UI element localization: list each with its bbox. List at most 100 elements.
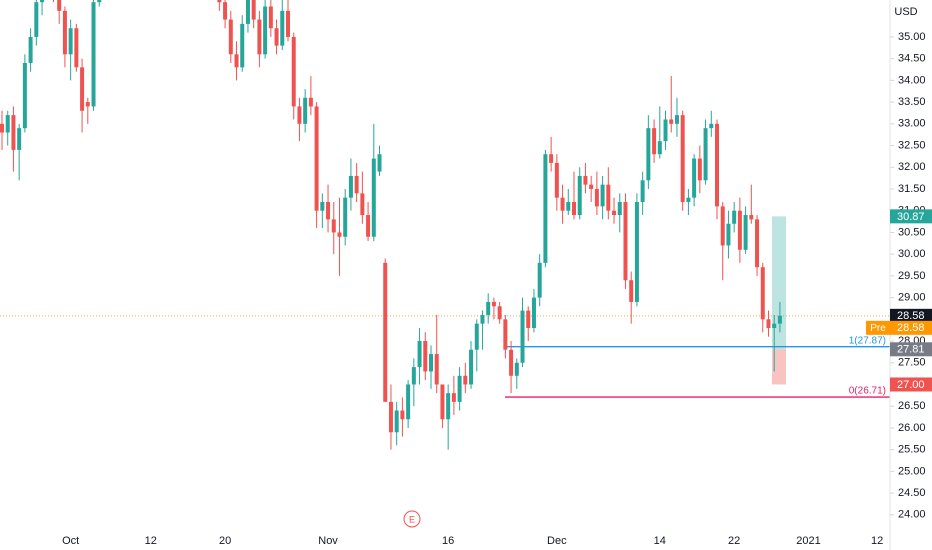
- y-tick-label: 32.00: [898, 161, 926, 173]
- candle-body: [257, 19, 262, 55]
- candle-body: [234, 54, 239, 68]
- position-loss: [772, 349, 786, 385]
- candle-body: [377, 154, 382, 172]
- candle-body: [348, 175, 353, 198]
- candle-body: [62, 10, 67, 55]
- candle-body: [228, 19, 233, 55]
- y-tick-label: 31.50: [898, 183, 926, 195]
- candle-body: [326, 202, 331, 220]
- candle-body: [703, 128, 708, 181]
- candle-body: [360, 193, 365, 216]
- y-tick-label: 26.50: [898, 400, 926, 412]
- candle-body: [732, 210, 737, 224]
- candle-body: [720, 206, 725, 246]
- candle-body: [217, 0, 222, 3]
- candle-body: [440, 384, 445, 420]
- candle-body: [74, 28, 79, 68]
- y-tick-label: 30.50: [898, 226, 926, 238]
- candle-body: [308, 97, 313, 107]
- x-tick-label: 2021: [796, 535, 820, 547]
- x-tick-label: 22: [728, 535, 740, 547]
- candle-body: [91, 2, 96, 107]
- pre-tag: Pre: [870, 323, 886, 334]
- x-tick-label: 14: [654, 535, 666, 547]
- y-tick-label: 33.00: [898, 118, 926, 130]
- candle-body: [80, 67, 85, 111]
- candle-body: [617, 202, 622, 216]
- candle-body: [755, 219, 760, 268]
- price-label: 30.87: [897, 211, 925, 223]
- candle-body: [514, 362, 519, 376]
- candle-body: [366, 215, 371, 237]
- y-tick-label: 30.00: [898, 248, 926, 260]
- candle-body: [97, 0, 102, 3]
- candle-body: [280, 10, 285, 46]
- candle-body: [85, 102, 90, 107]
- candle-body: [566, 202, 571, 211]
- y-tick-label: 26.00: [898, 422, 926, 434]
- candle-body: [674, 115, 679, 124]
- candle-body: [34, 2, 39, 37]
- candle-body: [0, 123, 4, 133]
- earnings-marker[interactable]: [403, 510, 421, 528]
- earnings-label[interactable]: E: [409, 514, 415, 524]
- candle-body: [623, 202, 628, 281]
- candle-body: [652, 128, 657, 155]
- x-tick-label: 12: [871, 535, 883, 547]
- candle-body: [509, 349, 514, 376]
- y-tick-label: 24.50: [898, 487, 926, 499]
- candle-body: [554, 162, 559, 198]
- y-tick-label: 34.00: [898, 74, 926, 86]
- candle-body: [417, 341, 422, 368]
- candle-body: [394, 410, 399, 433]
- candle-body: [737, 210, 742, 250]
- candle-body: [497, 306, 502, 320]
- x-tick-label: Nov: [318, 535, 338, 547]
- x-tick-label: Oct: [62, 535, 79, 547]
- y-tick-label: 27.50: [898, 357, 926, 369]
- y-tick-label: 24.00: [898, 509, 926, 521]
- candle-body: [434, 354, 439, 385]
- candle-body: [543, 154, 548, 263]
- x-tick-label: 12: [145, 535, 157, 547]
- candle-body: [320, 202, 325, 211]
- candle-body: [17, 128, 22, 150]
- candle-body: [657, 141, 662, 155]
- candle-body: [388, 401, 393, 433]
- price-label-box: [890, 342, 932, 357]
- x-tick-label: Dec: [547, 535, 567, 547]
- candle-body: [245, 0, 250, 24]
- candle-body: [692, 158, 697, 198]
- price-label: 28.58: [897, 310, 925, 322]
- y-tick-label: 25.50: [898, 444, 926, 456]
- candle-body: [749, 215, 754, 220]
- fib-label: 0(26.71): [849, 386, 886, 397]
- candle-body: [457, 375, 462, 402]
- candle-body: [297, 106, 302, 124]
- candle-body: [251, 0, 256, 20]
- candle-body: [549, 154, 554, 163]
- candle-body: [520, 310, 525, 363]
- candle-body: [22, 62, 27, 129]
- candle-body: [503, 319, 508, 350]
- candle-body: [526, 310, 531, 329]
- candle-body: [11, 115, 16, 150]
- candle-body: [583, 175, 588, 185]
- candle-body: [697, 158, 702, 181]
- candle-body: [491, 301, 496, 307]
- candle-body: [777, 315, 782, 324]
- candle-body: [5, 115, 10, 133]
- candle-body: [400, 410, 405, 420]
- candle-body: [274, 28, 279, 46]
- candle-body: [40, 0, 45, 3]
- candle-body: [760, 267, 765, 320]
- candle-body: [606, 184, 611, 211]
- candle-body: [480, 314, 485, 324]
- y-tick-label: 35.00: [898, 31, 926, 43]
- y-tick-label: 34.50: [898, 53, 926, 65]
- candle-body: [263, 6, 268, 55]
- candle-body: [572, 202, 576, 216]
- price-label: 28.58: [897, 322, 925, 334]
- candle-body: [240, 23, 245, 68]
